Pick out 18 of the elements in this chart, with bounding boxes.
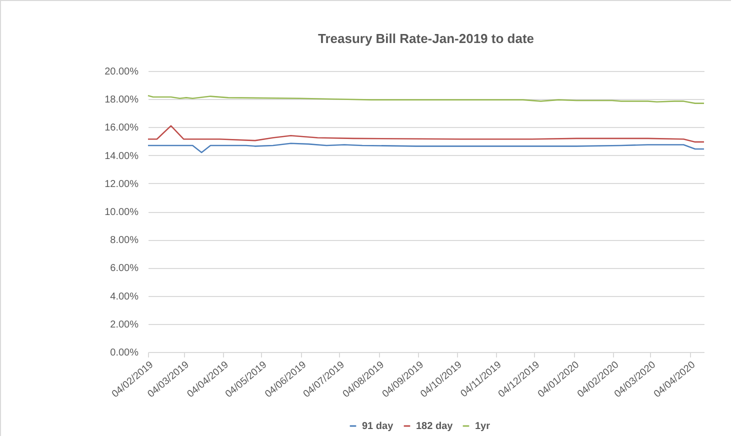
legend-label: 1yr xyxy=(475,421,490,432)
y-tick-label: 20.00% xyxy=(104,66,139,78)
y-tick-label: 10.00% xyxy=(104,207,139,218)
line-series xyxy=(147,125,705,143)
legend-label: 182 day xyxy=(416,421,454,432)
y-tick-label: 14.00% xyxy=(104,150,139,162)
legend-label: 91 day xyxy=(362,421,394,432)
line-series xyxy=(147,142,705,154)
chart-title: Treasury Bill Rate-Jan-2019 to date xyxy=(318,31,534,46)
y-tick-label: 12.00% xyxy=(104,178,139,190)
y-tick-label: 0.00% xyxy=(110,348,139,358)
y-tick-label: 6.00% xyxy=(110,263,139,274)
y-tick-label: 2.00% xyxy=(110,319,139,330)
y-tick-label: 8.00% xyxy=(110,235,139,246)
line-series xyxy=(147,94,705,104)
y-tick-label: 18.00% xyxy=(104,94,139,106)
y-tick-label: 16.00% xyxy=(104,122,139,134)
y-tick-label: 4.00% xyxy=(110,291,139,302)
